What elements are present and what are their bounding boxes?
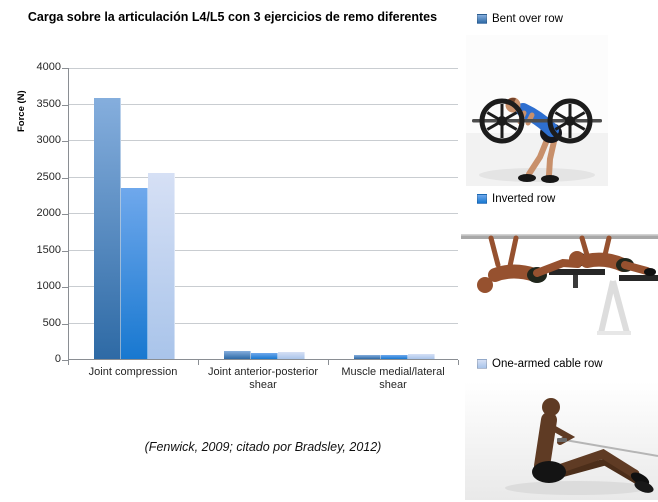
gridline xyxy=(69,68,458,69)
barbell-bar xyxy=(472,119,602,123)
bar-bent-over-row-muscle-medial-lateral-shear xyxy=(354,355,381,359)
bar-bent-over-row-joint-anterior-posterior-shear xyxy=(224,351,251,359)
pull-bar xyxy=(461,234,658,239)
legend-item-one-armed-cable-row: One-armed cable row xyxy=(460,357,658,371)
bar-inverted-row-muscle-medial-lateral-shear xyxy=(381,355,408,359)
y-tick-label: 500 xyxy=(42,317,61,329)
gridline xyxy=(69,250,458,251)
y-tick-label: 4000 xyxy=(36,61,61,73)
x-category-label-joint-compression: Joint compression xyxy=(88,366,178,378)
cable xyxy=(564,439,658,457)
athlete-legs xyxy=(526,132,558,178)
bar-inverted-row-joint-anterior-posterior-shear xyxy=(251,353,278,359)
x-category-label-joint-anterior-posterior-shear: Joint anterior-posterior shear xyxy=(207,366,319,392)
gridline xyxy=(69,286,458,287)
barbell-plate-right xyxy=(547,98,593,144)
x-tick-mark xyxy=(458,360,459,365)
legend-label: Bent over row xyxy=(492,13,563,25)
bench-left xyxy=(549,269,605,275)
athlete-seated xyxy=(532,398,654,493)
y-tick-label: 1500 xyxy=(36,244,61,256)
y-tick-mark xyxy=(62,141,68,142)
y-tick-mark xyxy=(62,287,68,288)
x-tick-mark xyxy=(68,360,69,365)
legend-label: One-armed cable row xyxy=(492,358,603,370)
legend-swatch-icon xyxy=(477,359,487,369)
gridline xyxy=(69,104,458,105)
legend-block-bent-over-row: Bent over row xyxy=(460,12,658,186)
one-armed-cable-row-image xyxy=(465,382,658,500)
y-tick-label: 1000 xyxy=(36,280,61,292)
legend-item-bent-over-row: Bent over row xyxy=(460,12,658,26)
inverted-row-image xyxy=(461,213,658,351)
y-tick-mark xyxy=(62,68,68,69)
legend-block-inverted-row: Inverted row xyxy=(460,192,658,351)
legend-panel: Bent over row xyxy=(460,0,658,502)
barbell-plate-left xyxy=(479,98,525,144)
bar-one-armed-cable-row-joint-compression xyxy=(148,173,175,359)
gridline xyxy=(69,140,458,141)
x-tick-mark xyxy=(198,360,199,365)
bar-one-armed-cable-row-muscle-medial-lateral-shear xyxy=(408,354,435,359)
legend-label: Inverted row xyxy=(492,193,556,205)
x-category-label-muscle-medial-lateral-shear: Muscle medial/lateral shear xyxy=(341,366,445,392)
citation: (Fenwick, 2009; citado por Bradsley, 201… xyxy=(144,440,382,454)
y-tick-mark xyxy=(62,360,68,361)
y-tick-mark xyxy=(62,251,68,252)
y-tick-mark xyxy=(62,324,68,325)
y-axis-label: Force (N) xyxy=(16,90,27,132)
plot-area xyxy=(68,68,458,360)
bent-over-row-image xyxy=(466,35,608,186)
y-tick-mark xyxy=(62,105,68,106)
cable-handle xyxy=(557,438,567,442)
gridline xyxy=(69,323,458,324)
gridline xyxy=(69,213,458,214)
y-tick-mark xyxy=(62,178,68,179)
bench-stand xyxy=(598,280,630,334)
bench-right xyxy=(619,275,658,281)
bar-inverted-row-joint-compression xyxy=(121,188,148,359)
gridline xyxy=(69,177,458,178)
y-tick-label: 3000 xyxy=(36,134,61,146)
y-tick-label: 3500 xyxy=(36,98,61,110)
x-tick-mark xyxy=(328,360,329,365)
legend-block-one-armed-cable-row: One-armed cable row xyxy=(460,357,658,500)
athlete-right xyxy=(569,235,656,276)
legend-swatch-icon xyxy=(477,14,487,24)
y-tick-label: 0 xyxy=(54,353,61,365)
legend-item-inverted-row: Inverted row xyxy=(460,192,658,206)
bar-one-armed-cable-row-joint-anterior-posterior-shear xyxy=(278,352,305,359)
chart-title: Carga sobre la articulación L4/L5 con 3 … xyxy=(27,10,438,24)
bar-bent-over-row-joint-compression xyxy=(94,98,121,359)
y-tick-label: 2500 xyxy=(36,171,61,183)
legend-swatch-icon xyxy=(477,194,487,204)
y-tick-label: 2000 xyxy=(36,207,61,219)
y-tick-mark xyxy=(62,214,68,215)
